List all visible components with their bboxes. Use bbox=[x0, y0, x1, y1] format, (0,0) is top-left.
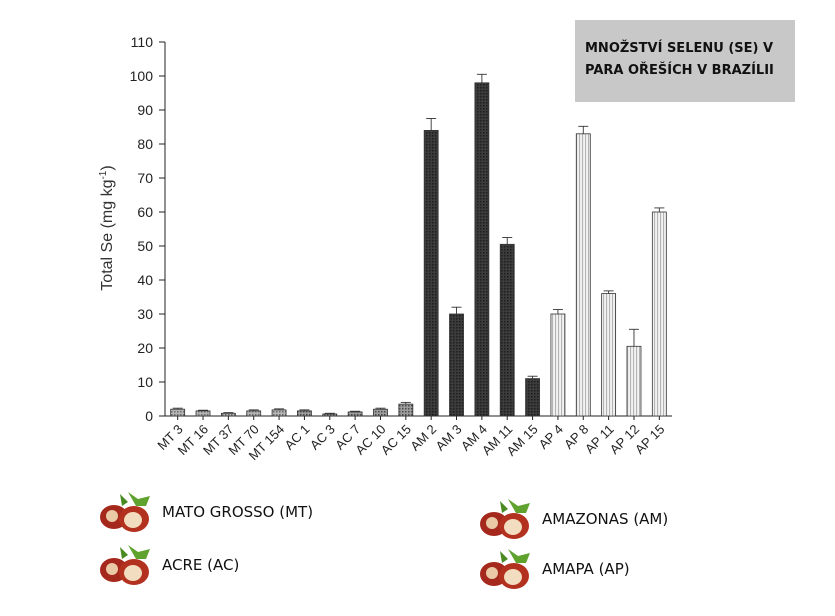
chart-title: MNOŽSTVÍ SELENU (SE) V PARA OŘEŠÍCH V BR… bbox=[575, 20, 795, 102]
bar-mt-3 bbox=[170, 408, 186, 417]
bar-ac-7 bbox=[347, 411, 363, 417]
legend-label-ac: ACRE (AC) bbox=[162, 556, 240, 574]
legend-label-mt: MATO GROSSO (MT) bbox=[162, 503, 314, 521]
chart-title-line-1: MNOŽSTVÍ SELENU (SE) V bbox=[585, 41, 774, 56]
bar-ac-15 bbox=[398, 403, 414, 417]
bar-am-2 bbox=[423, 129, 439, 417]
bar-ap-15 bbox=[651, 211, 667, 417]
bar-am-3 bbox=[449, 313, 464, 417]
x-tick-label: AP 15 bbox=[632, 422, 667, 457]
legend-item-ac: ACRE (AC) bbox=[98, 543, 239, 587]
x-tick-label: AM 2 bbox=[407, 422, 439, 454]
bar-ac-1 bbox=[297, 410, 312, 417]
bar-mt-16 bbox=[195, 410, 211, 417]
bar-ac-3 bbox=[322, 413, 338, 417]
legend-item-mt: MATO GROSSO (MT) bbox=[98, 490, 313, 534]
x-tick-label: AP 4 bbox=[536, 422, 566, 452]
y-tick-label: 50 bbox=[137, 238, 153, 254]
y-tick-label: 60 bbox=[137, 204, 153, 220]
y-tick-label: 20 bbox=[137, 340, 153, 356]
bar-ap-8 bbox=[575, 133, 591, 417]
bar-ap-11 bbox=[601, 293, 617, 417]
x-tick-label: AC 1 bbox=[281, 422, 312, 453]
y-tick-label: 110 bbox=[131, 34, 154, 50]
bar-mt-70 bbox=[246, 410, 262, 417]
x-tick-label: AC 3 bbox=[307, 422, 338, 453]
y-tick-label: 10 bbox=[137, 374, 153, 390]
chart-title-line-2: PARA OŘEŠÍCH V BRAZÍLII bbox=[585, 63, 774, 78]
bar-am-4 bbox=[474, 82, 490, 417]
y-tick-label: 80 bbox=[137, 136, 153, 152]
brazil-nut-icon bbox=[100, 492, 150, 532]
legend-item-ap: AMAPA (AP) bbox=[478, 547, 630, 591]
legend-label-am: AMAZONAS (AM) bbox=[542, 510, 669, 528]
y-tick-labels: 0 10 20 30 40 50 60 70 80 90 100 110 bbox=[130, 34, 154, 424]
y-tick-label: 90 bbox=[137, 102, 153, 118]
brazil-nut-icon bbox=[100, 545, 150, 585]
bar-ap-4 bbox=[550, 313, 566, 417]
brazil-nut-icon bbox=[480, 549, 530, 589]
brazil-nut-icon bbox=[480, 499, 530, 539]
y-axis-label: Total Se (mg kg-1) bbox=[98, 165, 116, 290]
bar-ac-10 bbox=[373, 408, 388, 417]
x-tick-label: AM 3 bbox=[433, 422, 465, 454]
y-tick-label: 70 bbox=[137, 170, 153, 186]
legend-label-ap: AMAPA (AP) bbox=[542, 560, 630, 578]
bar-ap-12 bbox=[626, 345, 642, 417]
y-tick-label: 0 bbox=[145, 408, 153, 424]
bar-mt-37 bbox=[220, 412, 236, 417]
y-tick-label: 30 bbox=[137, 306, 153, 322]
legend-item-am: AMAZONAS (AM) bbox=[478, 497, 668, 541]
bar-am-15 bbox=[525, 378, 540, 417]
chart-bars bbox=[170, 73, 667, 417]
bar-mt-154 bbox=[271, 409, 287, 417]
y-tick-label: 100 bbox=[130, 68, 154, 84]
bar-am-11 bbox=[499, 243, 515, 417]
y-tick-label: 40 bbox=[137, 272, 153, 288]
